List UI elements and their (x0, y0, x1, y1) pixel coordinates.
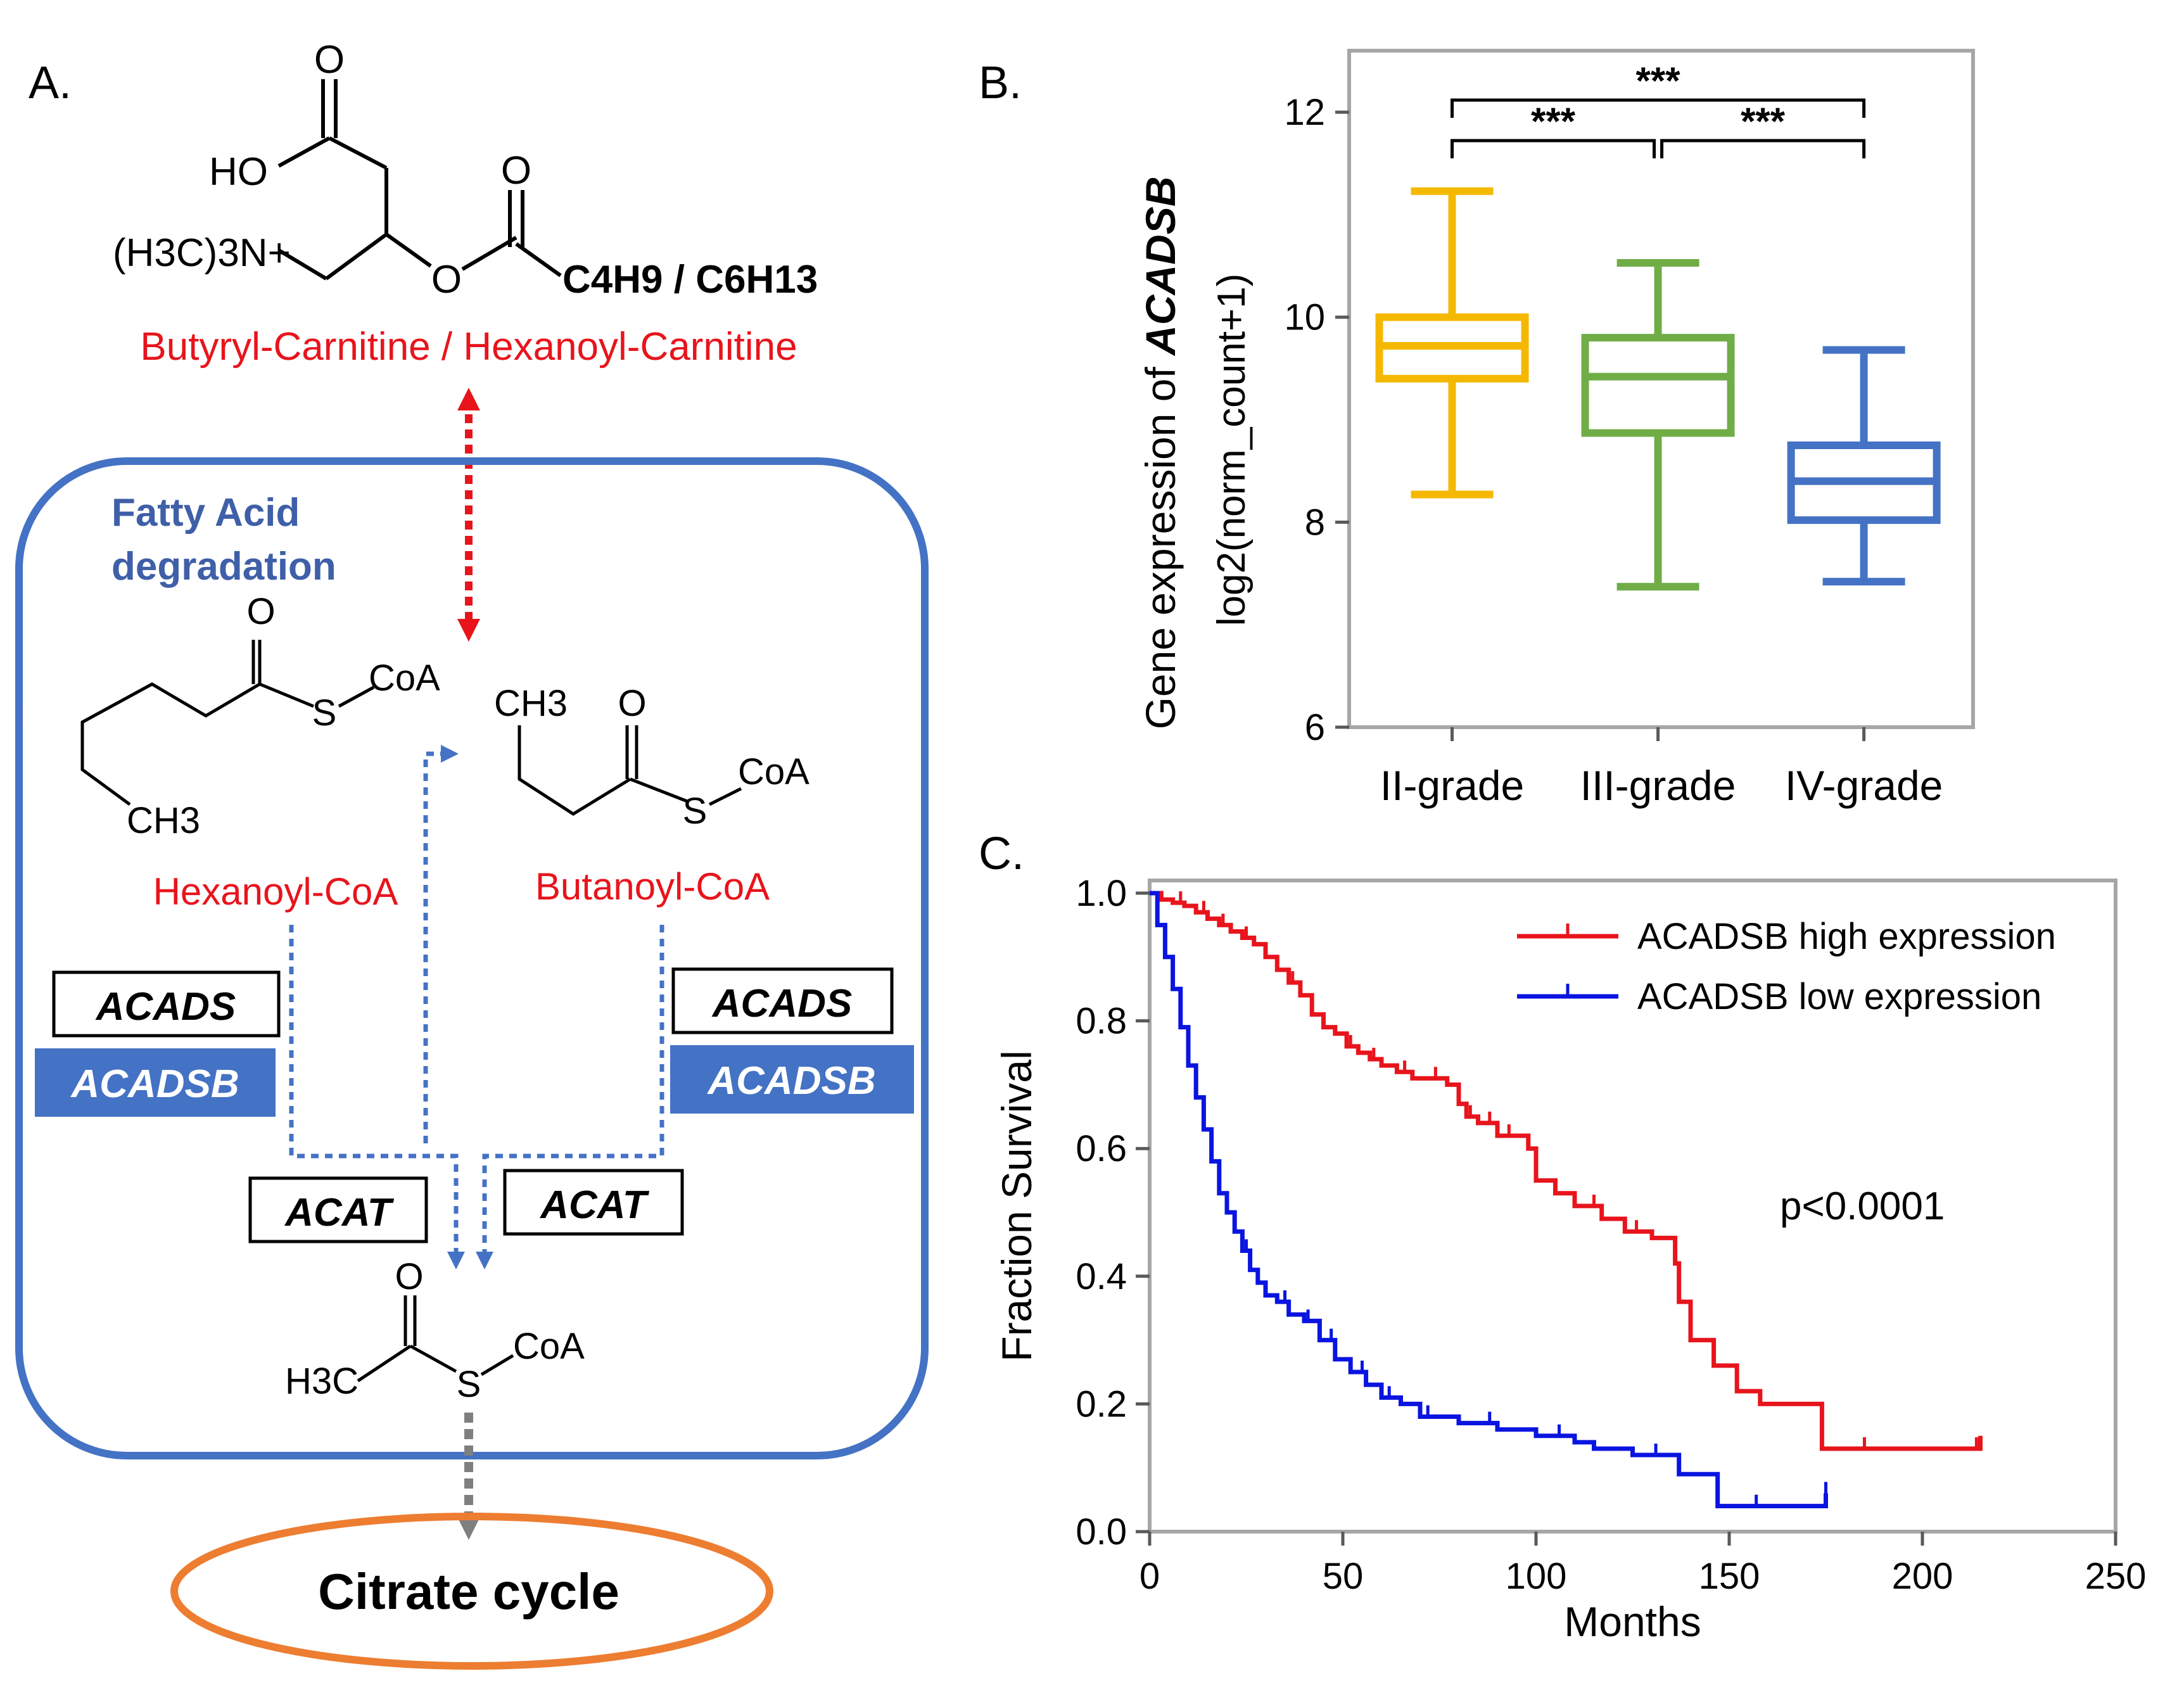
butanoyl-s: S (683, 791, 708, 832)
acetyl-structure (357, 1295, 514, 1383)
legend-label: ACADSB low expression (1637, 976, 2041, 1017)
x-tick-label: II-grade (1380, 762, 1524, 809)
panel-b: B. Gene expression of ACADSB log2(norm_c… (979, 49, 1975, 809)
acads-label-left: ACADS (95, 985, 236, 1029)
acat-box-left (248, 1176, 428, 1243)
hexanoyl-structure (80, 640, 375, 806)
panel-a-label: A. (29, 58, 72, 108)
acadsb-label-right: ACADSB (706, 1059, 875, 1103)
km-plot-area: 0.0 0.2 0.4 0.6 0.8 1.0 0 50 100 150 200 250 Months F… (993, 873, 2146, 1645)
significance-bracket (1451, 98, 1866, 118)
butanoyl-coa: CoA (738, 751, 809, 792)
panel-b-ylabel: Gene expression of ACADSB (1137, 176, 1184, 729)
citrate-cycle-ellipse (170, 1513, 773, 1670)
fatty-acid-box (15, 457, 929, 1459)
carnitine-o-mid: O (501, 149, 531, 193)
hexanoyl-o: O (246, 591, 275, 632)
x-tick-label: 250 (2085, 1556, 2147, 1597)
carnitine-ho: HO (209, 150, 268, 194)
hexanoyl-s: S (312, 692, 337, 734)
acat-box-right (503, 1169, 684, 1236)
y-tick-label: 0.2 (1076, 1383, 1127, 1425)
acads-label-right: ACADS (711, 982, 852, 1026)
ylabel-gene: ACADSB (1137, 176, 1184, 356)
panel-a: A. O HO O O (H3C)3N+ C4H9 / C6H13 Butyry… (15, 38, 929, 1670)
significance-label: *** (1741, 100, 1786, 143)
acetyl-h3c: H3C (285, 1361, 359, 1402)
x-tick-label: 150 (1699, 1556, 1760, 1597)
panel-c-label: C. (979, 829, 1024, 879)
significance-bracket (1451, 139, 1656, 158)
acads-box-right (671, 967, 894, 1034)
x-tick-label: IV-grade (1785, 762, 1943, 809)
acat-label-right: ACAT (539, 1183, 650, 1227)
boxplot-frame (1347, 49, 1975, 729)
y-tick-label: 8 (1305, 502, 1325, 543)
carnitine-chain: C4H9 / C6H13 (562, 258, 818, 302)
hexanoyl-coa: CoA (369, 658, 440, 699)
acetyl-coa: CoA (513, 1326, 585, 1367)
x-tick-label: 50 (1323, 1556, 1364, 1597)
butanoyl-ch3: CH3 (494, 683, 568, 724)
citrate-cycle-label: Citrate cycle (318, 1563, 619, 1620)
km-curve (1150, 891, 1983, 1451)
acadsb-box-left (35, 1048, 276, 1117)
km-frame (1148, 879, 2117, 1534)
panel-b-label: B. (979, 58, 1022, 108)
y-tick-label: 10 (1284, 297, 1325, 338)
panel-c: C. 0.0 0.2 0.4 0.6 0.8 1.0 0 50 100 150 200 250 Mont… (979, 829, 2146, 1645)
x-axis-label: Months (1564, 1598, 1701, 1645)
butanoyl-o: O (618, 683, 646, 724)
ylabel-prefix: Gene expression of (1137, 355, 1184, 730)
y-tick-label: 0.8 (1076, 1001, 1127, 1042)
x-tick-label: III-grade (1580, 762, 1736, 809)
x-tick-label: 0 (1140, 1556, 1160, 1597)
acadsb-label-left: ACADSB (70, 1062, 239, 1106)
svg-text:Gene expression of ACADSB: Gene expression of ACADSB (1137, 176, 1184, 729)
significance-label: *** (1636, 60, 1681, 102)
km-curve (1150, 891, 1828, 1509)
y-tick-label: 0.0 (1076, 1511, 1127, 1553)
carnitine-o-ring: O (431, 258, 462, 302)
acadsb-box-right (670, 1045, 914, 1114)
y-tick-label: 0.4 (1076, 1256, 1127, 1297)
y-axis-label: Fraction Survival (993, 1050, 1040, 1362)
carnitine-o-top: O (314, 38, 345, 82)
y-tick-label: 12 (1284, 92, 1325, 133)
y-tick-label: 0.6 (1076, 1128, 1127, 1169)
butanoyl-label: Butanoyl-CoA (535, 865, 770, 908)
pathway-lines (289, 745, 664, 1269)
hexanoyl-label: Hexanoyl-CoA (153, 870, 398, 913)
y-tick-label: 6 (1305, 707, 1325, 748)
acads-box-left (52, 970, 281, 1038)
box-title-line1: Fatty Acid (111, 491, 300, 535)
butanoyl-structure (517, 725, 742, 816)
acetyl-s: S (457, 1364, 481, 1405)
carnitine-structure (277, 79, 562, 281)
carnitine-amine: (H3C)3N+ (113, 231, 291, 275)
carnitine-label: Butyryl-Carnitine / Hexanoyl-Carnitine (140, 325, 797, 369)
box-title-line2: degradation (111, 545, 336, 588)
x-tick-label: 100 (1506, 1556, 1567, 1597)
acetyl-o: O (395, 1256, 423, 1297)
significance-bracket (1660, 139, 1866, 158)
hexanoyl-ch3: CH3 (127, 800, 200, 841)
x-tick-label: 200 (1892, 1556, 1953, 1597)
panel-b-ylabel-line2: log2(norm_count+1) (1210, 274, 1254, 626)
boxplot-area: 6 8 10 12 II-grade III-grade IV-grade *** *** *** (1284, 49, 1975, 809)
acat-label-left: ACAT (284, 1191, 395, 1235)
y-tick-label: 1.0 (1076, 873, 1127, 914)
significance-label: *** (1531, 100, 1576, 143)
p-value: p<0.0001 (1780, 1185, 1945, 1228)
box (1581, 334, 1735, 437)
legend-label: ACADSB high expression (1637, 916, 2056, 957)
